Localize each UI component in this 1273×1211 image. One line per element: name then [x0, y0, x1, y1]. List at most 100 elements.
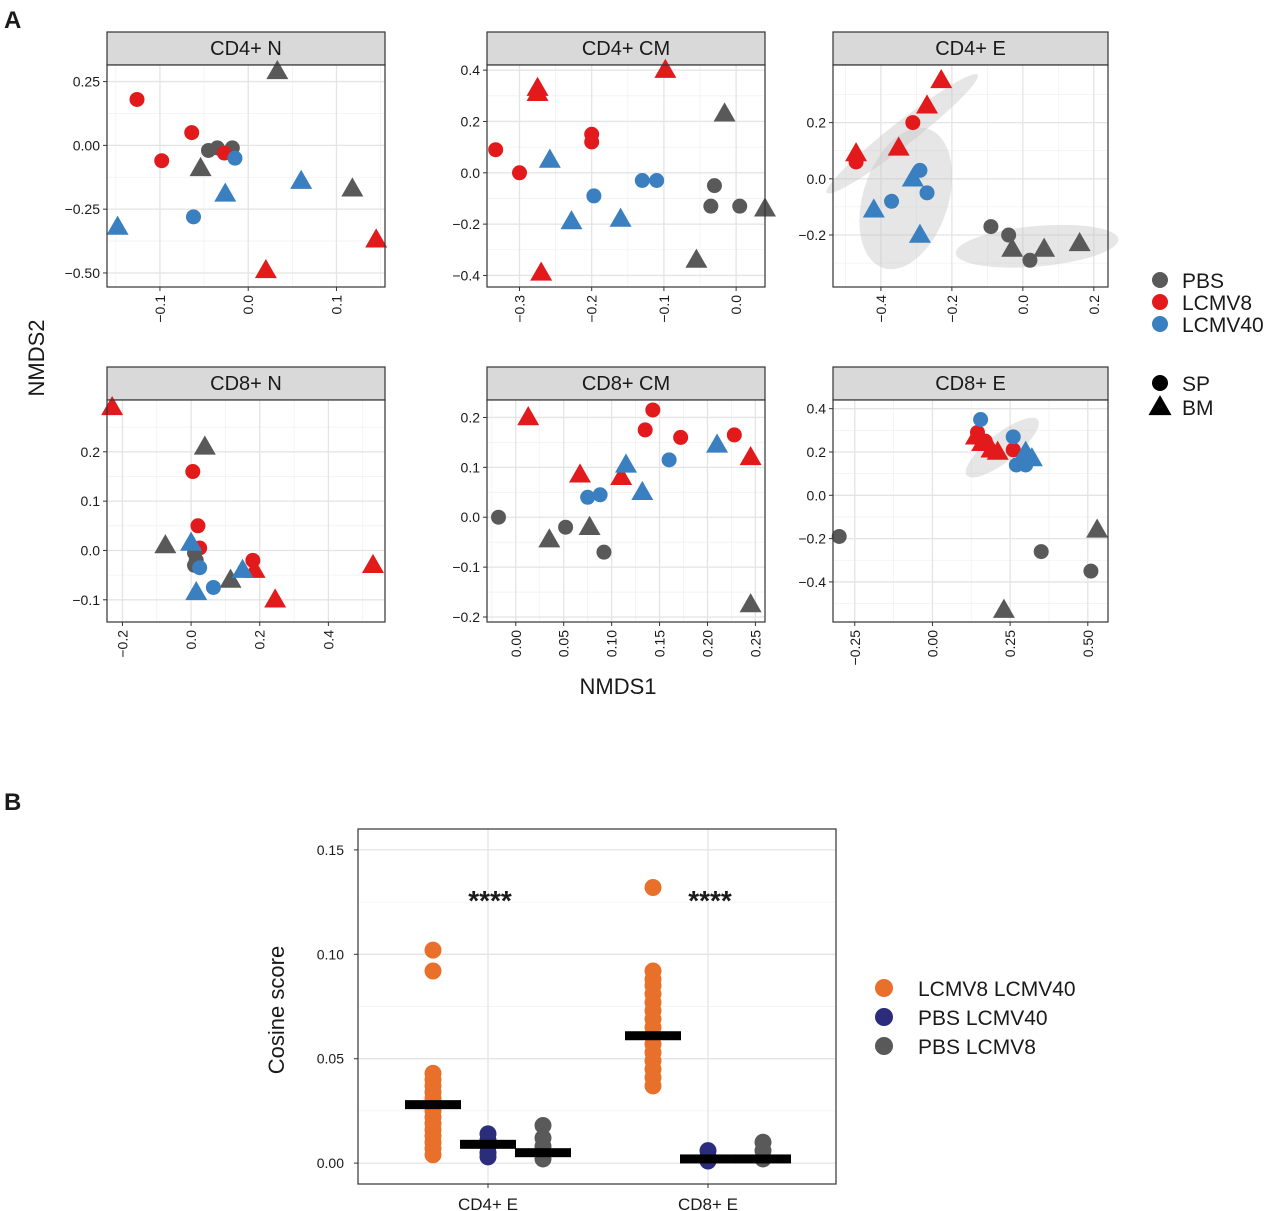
cd8-e-point-lcmv8-sp [1005, 442, 1021, 458]
cd8-cm-point-lcmv40-sp [661, 452, 677, 468]
cd4-cm-point-lcmv8-sp [584, 134, 600, 150]
cd4-cm-point-lcmv40-sp [634, 172, 650, 188]
cd4-e-ytick-label: 0.2 [807, 115, 827, 131]
cd8-n-xtick-label: −0.2 [114, 630, 130, 658]
cd4-n-xtick-label: −0.1 [152, 295, 168, 323]
y-axis-title-nmds2: NMDS2 [24, 319, 49, 396]
legend-a-label-lcmv8: LCMV8 [1182, 292, 1252, 315]
strip-ytick-label: 0.15 [317, 842, 344, 858]
cd8-n-ytick-label: 0.1 [81, 493, 101, 509]
strip-xtick-label-cd8-e: CD8+ E [678, 1195, 738, 1211]
cd8-cm-point-pbs-bm [739, 593, 762, 613]
cd8-n-point-lcmv8-sp [190, 518, 206, 534]
significance-cd8-e: **** [688, 885, 732, 916]
cd4-e-point-lcmv40-bm [908, 223, 931, 243]
cd4-cm-point-pbs-bm [685, 248, 708, 268]
panel-b-label: B [4, 789, 21, 816]
cd4-e-ellipse [859, 127, 953, 270]
cd8-n-point-pbs-bm [154, 534, 177, 554]
cd4-cm-point-lcmv8-bm [526, 81, 549, 101]
cd4-e-point-lcmv40-bm [862, 198, 885, 218]
strip-xtick-label-cd4-e: CD4+ E [458, 1195, 518, 1211]
x-axis-title-nmds1: NMDS1 [579, 674, 656, 699]
cd4-n-xtick-label: 0.1 [328, 295, 344, 315]
cd8-n-point-pbs-bm [193, 435, 216, 455]
cd8-n-xtick-label: 0.4 [320, 630, 336, 650]
strip-point-pbs-lcmv40 [479, 1148, 497, 1166]
cd8-e-ytick-label: 0.0 [807, 487, 827, 503]
cd8-cm-xtick-label: 0.00 [508, 630, 524, 657]
cd4-n-ytick-label: −0.25 [65, 201, 101, 217]
cd8-e-border [832, 399, 1109, 623]
cd8-n-ytick-label: −0.1 [72, 592, 100, 608]
cd4-n-point-lcmv40-bm [214, 182, 237, 202]
cd4-cm-point-lcmv40-bm [538, 148, 561, 168]
cd8-cm-plot-bg [487, 400, 765, 622]
cd8-e-xtick-label: 0.00 [924, 630, 940, 657]
strip-point-lcmv8-lcmv40 [424, 962, 442, 980]
facet-cd4-cm: CD4+ CM 0.4 0.2 0.0 −0.2 −0.4 −0.3 −0.2 −0.1 0.0 [452, 31, 776, 323]
cd4-cm-point-lcmv8-sp [511, 165, 527, 181]
legend-a-label-lcmv40: LCMV40 [1182, 314, 1264, 337]
cd8-cm-point-lcmv8-sp [637, 422, 653, 438]
cd4-n-point-lcmv40-sp [227, 150, 243, 166]
cd4-e-point-pbs-sp [1001, 227, 1017, 243]
cd4-e-ellipse [826, 74, 979, 194]
cd4-e-point-lcmv8-bm [930, 69, 953, 89]
cd8-cm-xtick-label: 0.05 [556, 630, 572, 657]
cd8-n-point-lcmv40-sp [205, 579, 221, 595]
cd8-cm-point-pbs-sp [558, 519, 574, 535]
legend-panel-b: LCMV8 LCMV40 PBS LCMV40 PBS LCMV8 [875, 978, 1076, 1059]
cd4-e-point-lcmv8-sp [905, 115, 921, 131]
cd4-cm-point-pbs-sp [703, 198, 719, 214]
cd4-e-point-lcmv40-sp [919, 185, 935, 201]
cd8-e-point-lcmv40-bm [1020, 447, 1043, 467]
cd4-e-point-pbs-bm [1001, 237, 1024, 257]
cd8-cm-ytick-label: 0.0 [461, 509, 481, 525]
cd4-n-point-lcmv8-sp [184, 125, 200, 141]
cd4-e-point-pbs-bm [1068, 232, 1091, 252]
legend-a-swatch-lcmv40 [1152, 316, 1168, 332]
significance-cd4-e: **** [468, 885, 512, 916]
facet-cd8-n: CD8+ N 0.2 0.1 0.0 −0.1 −0.2 0.0 0.2 0.4 [72, 366, 386, 658]
cd4-n-point-lcmv40-bm [290, 169, 313, 189]
cd4-e-ytick-label: 0.0 [807, 171, 827, 187]
cd4-n-point-lcmv40-bm [106, 215, 129, 235]
cd8-e-strip [832, 366, 1109, 401]
cd8-e-ytick-label: −0.2 [798, 531, 826, 547]
cd8-cm-point-lcmv8-sp [645, 402, 661, 418]
cd4-n-point-pbs-bm [341, 177, 364, 197]
cd4-cm-xtick-label: −0.3 [511, 295, 527, 323]
cd4-cm-point-lcmv8-bm [654, 58, 677, 78]
cd8-cm-point-pbs-bm [538, 528, 561, 548]
cd8-e-point-pbs-bm [1086, 518, 1109, 538]
cd4-n-point-pbs-bm [266, 59, 289, 80]
median-bar-pbs-lcmv40 [460, 1139, 516, 1149]
cd4-cm-ytick-label: 0.4 [461, 62, 481, 78]
cd8-cm-xtick-label: 0.25 [747, 630, 763, 657]
cd8-cm-point-lcmv8-bm [517, 406, 540, 426]
cd4-e-point-lcmv8-sp [848, 154, 864, 170]
cd4-cm-ytick-label: −0.2 [452, 216, 480, 232]
cd8-e-point-lcmv40-sp [1005, 429, 1021, 445]
cd8-cm-point-lcmv40-sp [592, 487, 608, 503]
cd4-n-ytick-label: 0.25 [73, 74, 100, 90]
strip-ytick-label: 0.10 [317, 946, 344, 962]
cd4-cm-title: CD4+ CM [582, 38, 670, 60]
cd8-cm-ytick-label: −0.1 [452, 559, 480, 575]
cd8-cm-ytick-label: 0.2 [461, 409, 481, 425]
legend-b-swatch-pbs-lcmv40 [875, 1008, 893, 1026]
cd8-n-plot-bg [107, 400, 385, 622]
cd4-e-point-lcmv40-bm [901, 167, 924, 187]
median-bar-pbs-lcmv40 [680, 1154, 736, 1164]
cd8-n-point-lcmv8-bm [361, 553, 384, 573]
cd4-e-point-lcmv8-bm [916, 94, 939, 114]
strip-point-lcmv8-lcmv40 [644, 1077, 662, 1095]
cd4-e-xtick-label: −0.4 [873, 295, 889, 323]
legend-a-shape-bm [1148, 395, 1172, 416]
cd4-n-point-lcmv40-sp [185, 209, 201, 225]
cd8-n-point-lcmv40-sp [192, 560, 208, 576]
legend-a-shape-sp [1152, 375, 1168, 391]
